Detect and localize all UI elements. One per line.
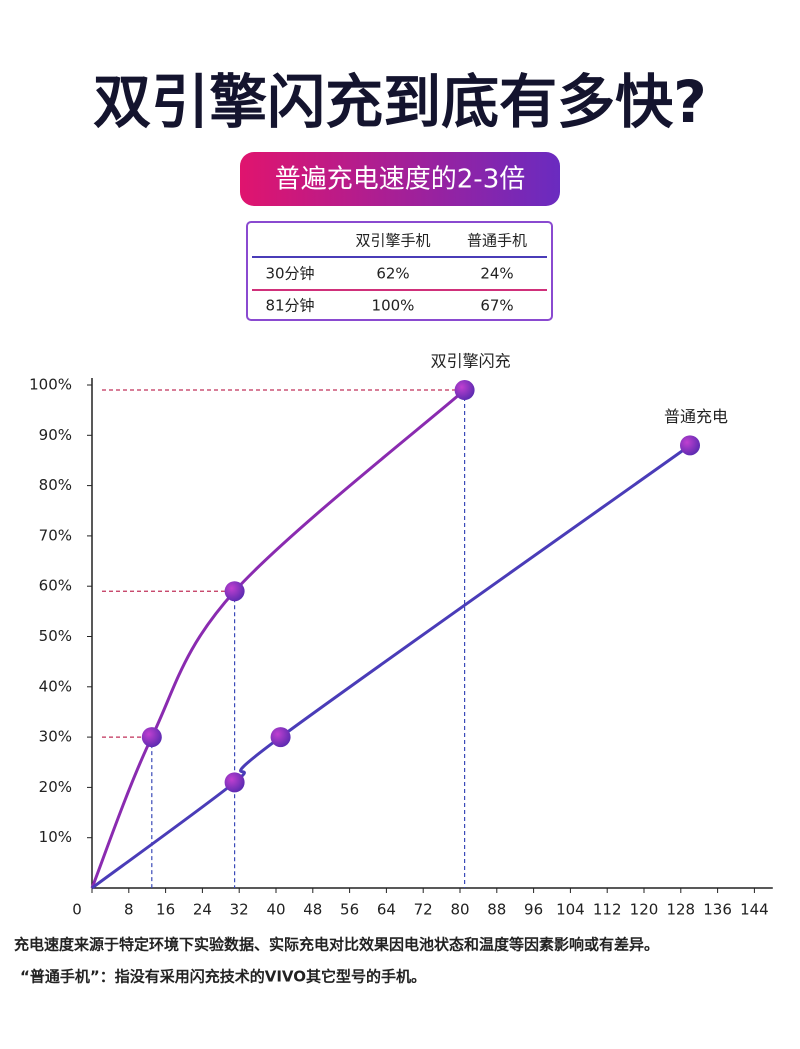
point (224, 581, 245, 602)
x-tick-label: 72 (414, 901, 433, 919)
y-tick-label: 80% (39, 476, 72, 494)
table-cell: 100% (372, 297, 415, 315)
x-tick-label: 96 (524, 901, 543, 919)
x-tick-label: 24 (193, 901, 212, 919)
x-tick-label: 120 (630, 901, 659, 919)
x-tick-label: 16 (156, 901, 175, 919)
y-tick-label: 40% (39, 677, 72, 695)
x-tick-label: 144 (740, 901, 769, 919)
y-tick-label: 10% (39, 828, 72, 846)
y-tick-label: 50% (39, 627, 72, 645)
footnote: “普通手机”：指没有采用闪充技术的VIVO其它型号的手机。 (20, 968, 426, 986)
y-tick-label: 30% (39, 728, 72, 746)
x-tick-label: 80 (450, 901, 469, 919)
x-tick-label: 88 (487, 901, 506, 919)
table-header: 普通手机 (467, 232, 527, 250)
table-box (246, 221, 553, 321)
badge: 普遍充电速度的2-3倍 (275, 165, 525, 195)
point (680, 435, 700, 456)
y-tick-label: 90% (39, 426, 72, 444)
x-tick-label: 128 (666, 901, 695, 919)
footnote: 充电速度来源于特定环境下实验数据、实际充电对比效果因电池状态和温度等因素影响或有… (14, 936, 659, 954)
series-line (91, 444, 691, 890)
x-tick-label: 48 (303, 901, 322, 919)
x-tick-label: 32 (230, 901, 249, 919)
title: 双引擎闪充到底有多快? (93, 68, 707, 136)
x-tick-label: 8 (124, 901, 134, 919)
series-label: 双引擎闪充 (431, 352, 511, 371)
x-tick-label: 104 (556, 901, 585, 919)
table-cell: 81分钟 (265, 297, 314, 315)
table-cell: 62% (376, 265, 409, 283)
x-tick-label: 112 (593, 901, 622, 919)
series-line (90, 388, 466, 889)
table-cell: 30分钟 (265, 265, 314, 283)
table-cell: 24% (480, 265, 513, 283)
x-tick-label: 0 (72, 901, 82, 919)
point (270, 727, 291, 748)
x-tick-label: 136 (703, 901, 732, 919)
table-cell: 67% (480, 297, 513, 315)
y-tick-label: 20% (39, 778, 72, 796)
badge-bg (240, 152, 560, 206)
x-tick-label: 40 (266, 901, 285, 919)
point (454, 380, 475, 401)
y-tick-label: 70% (39, 526, 72, 544)
point (224, 772, 245, 793)
y-tick-label: 60% (39, 577, 72, 595)
table-header: 双引擎手机 (355, 232, 430, 250)
x-tick-label: 56 (340, 901, 359, 919)
y-tick-label: 100% (29, 376, 72, 394)
series-label: 普通充电 (664, 407, 728, 426)
x-tick-label: 64 (377, 901, 396, 919)
point (141, 727, 162, 748)
